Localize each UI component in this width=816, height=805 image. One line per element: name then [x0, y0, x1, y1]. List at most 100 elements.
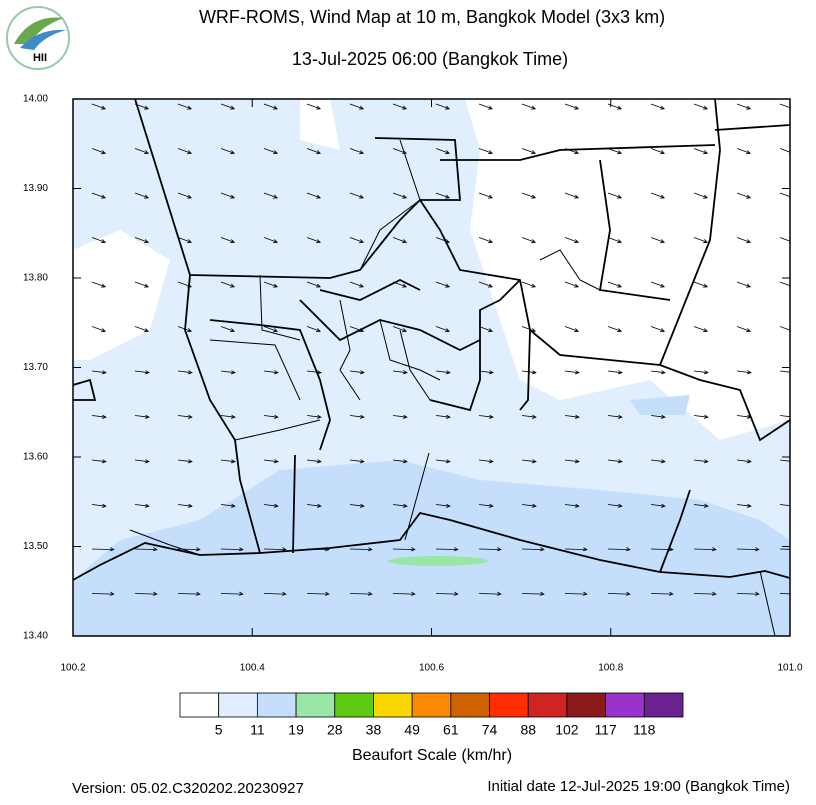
wind-arrow-head — [402, 370, 408, 375]
wind-arrow — [521, 548, 544, 551]
wind-arrow — [564, 281, 579, 288]
wind-arrow — [306, 415, 321, 418]
wind-arrow-head — [531, 239, 537, 244]
wind-arrow-head — [195, 547, 201, 552]
wind-arrow-head — [746, 503, 752, 508]
wind-arrow-head — [488, 414, 494, 419]
wind-arrow — [91, 281, 106, 288]
wind-arrow-head — [488, 283, 494, 288]
wind-arrow-head — [316, 414, 322, 419]
color-box — [295, 692, 336, 718]
wind-arrow — [650, 192, 665, 199]
wind-arrow — [177, 504, 192, 507]
wind-arrow-head — [445, 150, 451, 155]
colorbar-label: 5 — [215, 722, 223, 738]
wind-arrow-head — [273, 414, 279, 419]
wind-arrow-head — [445, 328, 451, 333]
wind-arrow-head — [703, 459, 709, 464]
wind-arrow — [263, 281, 278, 288]
wind-arrow — [220, 281, 235, 288]
wind-arrow-head — [273, 239, 279, 244]
wind-arrow — [220, 548, 243, 551]
wind-arrow-head — [625, 591, 631, 596]
wind-arrow-head — [798, 548, 802, 551]
wind-arrow — [478, 103, 493, 110]
wind-arrow-head — [531, 150, 537, 155]
wind-arrow-head — [402, 105, 408, 110]
wind-arrow — [607, 548, 630, 551]
wind-zone — [388, 556, 488, 566]
wind-arrow — [521, 504, 536, 507]
color-box — [643, 692, 684, 718]
wind-arrow — [134, 593, 157, 595]
color-box — [179, 692, 220, 718]
wind-arrow-head — [101, 150, 107, 155]
wind-arrow — [177, 281, 192, 288]
wind-arrow-head — [617, 239, 623, 244]
wind-arrow — [736, 192, 751, 199]
wind-arrow — [736, 504, 751, 507]
wind-arrow — [392, 459, 407, 463]
wind-arrow — [134, 459, 149, 463]
wind-arrow — [693, 148, 708, 154]
wind-arrow — [91, 103, 106, 110]
x-tick-label: 100.4 — [240, 663, 265, 674]
wind-arrow — [736, 103, 751, 110]
wind-arrow-head — [746, 239, 752, 244]
wind-arrow-head — [316, 150, 322, 155]
wind-arrow-head — [187, 370, 193, 375]
wind-arrow-head — [144, 283, 150, 288]
wind-arrow — [564, 415, 579, 418]
wind-arrows — [91, 103, 802, 596]
wind-arrow — [478, 415, 493, 418]
wind-arrow — [521, 281, 536, 288]
wind-arrow — [650, 148, 665, 154]
wind-arrow-head — [574, 503, 580, 508]
colorbar-label: 19 — [288, 722, 304, 738]
wind-arrow — [134, 415, 149, 418]
wind-arrow-head — [316, 239, 322, 244]
wind-arrow-head — [230, 105, 236, 110]
wind-arrow — [521, 370, 536, 374]
wind-arrow — [478, 504, 493, 507]
wind-arrow — [736, 370, 751, 374]
wind-arrow-head — [660, 459, 666, 464]
wind-arrow — [521, 326, 536, 332]
wind-arrow-head — [101, 414, 107, 419]
wind-arrow-head — [144, 370, 150, 375]
logo-text: HII — [33, 52, 47, 64]
wind-arrow — [392, 326, 407, 332]
wind-arrow — [349, 370, 364, 374]
wind-arrow — [779, 415, 790, 418]
wind-arrow — [736, 281, 751, 288]
wind-arrow — [435, 237, 450, 243]
wind-arrow-head — [746, 370, 752, 375]
wind-arrow — [736, 237, 751, 243]
wind-arrow-head — [402, 194, 408, 199]
wind-arrow-head — [144, 239, 150, 244]
wind-arrow — [521, 237, 536, 243]
wind-arrow-head — [574, 150, 580, 155]
wind-arrow — [392, 103, 407, 110]
wind-arrow-head — [668, 591, 674, 596]
wind-arrow — [91, 237, 106, 243]
wind-arrow-head — [711, 547, 717, 552]
wind-arrow-head — [281, 547, 287, 552]
x-tick-label: 101.0 — [777, 663, 802, 674]
wind-arrow-head — [574, 459, 580, 464]
wind-arrow — [736, 593, 759, 595]
wind-arrow-head — [316, 503, 322, 508]
wind-arrow — [349, 326, 364, 332]
wind-arrow — [263, 459, 278, 463]
wind-arrow — [478, 370, 493, 374]
wind-arrow-head — [230, 328, 236, 333]
wind-arrow-head — [617, 459, 623, 464]
wind-arrow — [263, 237, 278, 243]
wind-arrow-head — [617, 328, 623, 333]
wind-arrow — [564, 103, 579, 110]
wind-arrow-head — [445, 283, 451, 288]
wind-arrow-head — [703, 194, 709, 199]
wind-arrow — [349, 504, 364, 507]
wind-arrow-head — [195, 591, 201, 596]
